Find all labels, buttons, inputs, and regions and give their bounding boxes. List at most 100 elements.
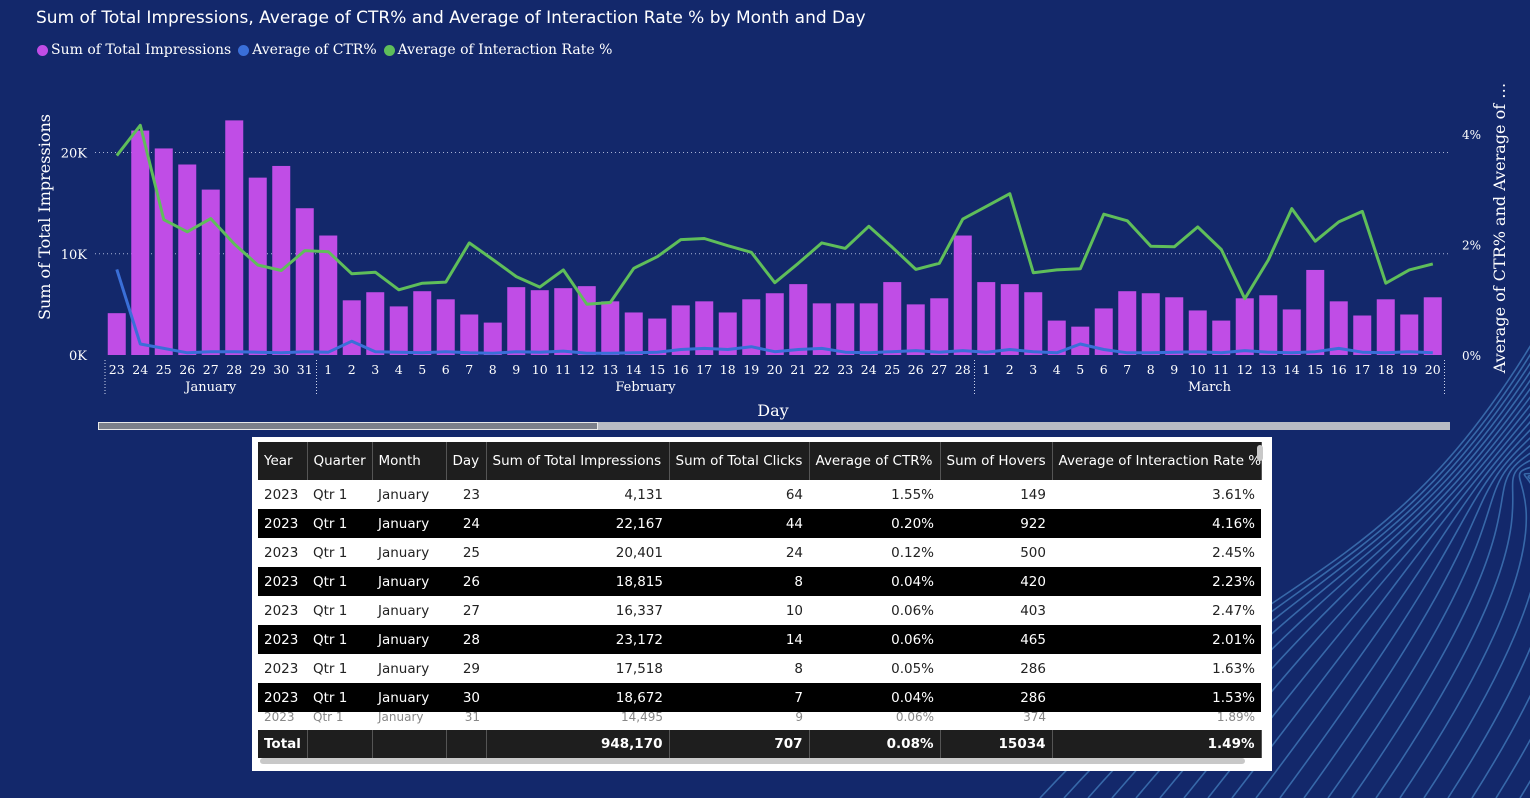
table-cell: January bbox=[372, 625, 446, 654]
legend-item-interaction-rate[interactable]: Average of Interaction Rate % bbox=[383, 42, 613, 58]
x-tick-label: 8 bbox=[1147, 362, 1155, 377]
table-cell: 23,172 bbox=[486, 625, 669, 654]
table-cell: 0.05% bbox=[809, 654, 940, 683]
table-row[interactable]: 2023 Qtr 1 January 23 4,131 64 1.55% 149 3.61% bbox=[258, 480, 1261, 509]
chart-scroll-thumb[interactable] bbox=[98, 422, 598, 430]
x-tick-label: 23 bbox=[109, 362, 125, 377]
impressions-bar bbox=[1165, 297, 1184, 355]
table-cell: 22,167 bbox=[486, 509, 669, 538]
decorative-curve bbox=[1399, 466, 1530, 798]
x-tick-label: 4 bbox=[1053, 362, 1061, 377]
table-cell: 2.45% bbox=[1052, 538, 1261, 567]
table-cell: 64 bbox=[669, 480, 809, 509]
table-row[interactable]: 2023 Qtr 1 January 31 14,495 9 0.06% 374 1.89% bbox=[258, 712, 1261, 730]
table-cell: Qtr 1 bbox=[307, 567, 372, 596]
table-cell: 23 bbox=[446, 480, 486, 509]
table-total-row[interactable]: Total 948,170 707 0.08% 15034 1.49% bbox=[258, 730, 1262, 758]
impressions-bar bbox=[930, 298, 949, 355]
table-cell bbox=[446, 730, 487, 758]
impressions-bar bbox=[1235, 298, 1254, 355]
table-cell: 0.06% bbox=[809, 596, 940, 625]
impressions-bar bbox=[742, 299, 761, 355]
table-cell: 8 bbox=[669, 654, 809, 683]
x-tick-label: 23 bbox=[837, 362, 853, 377]
table-vertical-scrollbar[interactable] bbox=[1257, 445, 1263, 461]
table-horizontal-scrollbar[interactable] bbox=[260, 758, 1245, 764]
decorative-curve bbox=[1375, 459, 1530, 798]
x-tick-label: 30 bbox=[273, 362, 289, 377]
impressions-bar bbox=[554, 288, 573, 355]
impressions-bar bbox=[1141, 293, 1160, 355]
table-cell: 29 bbox=[446, 654, 486, 683]
impressions-bar bbox=[1259, 295, 1278, 355]
chart-scrollbar[interactable] bbox=[98, 422, 1450, 430]
table-column-header[interactable]: Quarter bbox=[307, 442, 373, 480]
impressions-bar bbox=[1047, 320, 1066, 355]
legend-label: Sum of Total Impressions bbox=[51, 42, 232, 58]
legend-item-impressions[interactable]: Sum of Total Impressions bbox=[37, 42, 231, 58]
x-tick-label: 27 bbox=[203, 362, 219, 377]
impressions-bar bbox=[671, 305, 690, 355]
x-axis-title: Day bbox=[757, 401, 788, 420]
table-column-header[interactable]: Average of CTR% bbox=[809, 442, 941, 480]
table-cell: 1.55% bbox=[809, 480, 940, 509]
x-tick-label: 24 bbox=[132, 362, 148, 377]
table-cell: January bbox=[372, 509, 446, 538]
table-column-header[interactable]: Day bbox=[446, 442, 487, 480]
y-tick-label: 10K bbox=[61, 248, 88, 263]
impressions-bar bbox=[883, 282, 902, 355]
table-cell: 14,495 bbox=[486, 712, 669, 730]
decorative-curve bbox=[1303, 436, 1530, 798]
table-cell: January bbox=[372, 538, 446, 567]
table-column-header[interactable]: Sum of Total Clicks bbox=[669, 442, 810, 480]
table-column-header[interactable]: Sum of Total Impressions bbox=[486, 442, 670, 480]
data-table-visual: Year Quarter Month Day Sum of Total Impressi… bbox=[252, 437, 1272, 771]
impressions-bar bbox=[366, 292, 385, 355]
x-tick-label: 3 bbox=[371, 362, 379, 377]
table-row[interactable]: 2023 Qtr 1 January 27 16,337 10 0.06% 403 2.47% bbox=[258, 596, 1261, 625]
x-tick-label: 10 bbox=[1190, 362, 1206, 377]
x-tick-label: 20 bbox=[767, 362, 783, 377]
month-label: January bbox=[183, 380, 237, 395]
impressions-bar bbox=[1423, 297, 1442, 355]
x-tick-label: 14 bbox=[1284, 362, 1300, 377]
decorative-curve bbox=[1351, 452, 1530, 798]
decorative-curve bbox=[1471, 694, 1530, 798]
x-tick-label: 17 bbox=[1354, 362, 1370, 377]
impressions-bar bbox=[1306, 269, 1325, 355]
x-tick-label: 11 bbox=[555, 362, 571, 377]
table-row[interactable]: 2023 Qtr 1 January 29 17,518 8 0.05% 286 1.63% bbox=[258, 654, 1261, 683]
impressions-bar bbox=[201, 189, 220, 355]
legend-item-ctr[interactable]: Average of CTR% bbox=[238, 42, 377, 58]
table-cell: 2.23% bbox=[1052, 567, 1261, 596]
impressions-bar bbox=[436, 299, 455, 355]
x-tick-label: 13 bbox=[602, 362, 618, 377]
table-cell: Qtr 1 bbox=[307, 712, 372, 730]
y2-tick-label: 0% bbox=[1462, 349, 1481, 363]
table-row[interactable]: 2023 Qtr 1 January 26 18,815 8 0.04% 420 2.23% bbox=[258, 567, 1261, 596]
y2-axis-title: Average of CTR% and Average of … bbox=[1490, 83, 1509, 375]
table-cell: 17,518 bbox=[486, 654, 669, 683]
x-tick-label: 7 bbox=[465, 362, 473, 377]
table-row[interactable]: 2023 Qtr 1 January 24 22,167 44 0.20% 922 4.16% bbox=[258, 509, 1261, 538]
decorative-curve bbox=[1207, 404, 1530, 798]
table-cell: 9 bbox=[669, 712, 809, 730]
interaction-rate-line bbox=[115, 123, 1434, 306]
table-column-header[interactable]: Sum of Hovers bbox=[940, 442, 1053, 480]
legend-label: Average of Interaction Rate % bbox=[397, 42, 613, 58]
table-column-header[interactable]: Average of Interaction Rate % bbox=[1052, 442, 1262, 480]
decorative-curve bbox=[1327, 444, 1530, 798]
table-cell: 2023 bbox=[258, 596, 307, 625]
table-cell: 15034 bbox=[940, 730, 1053, 758]
table-column-header[interactable]: Month bbox=[372, 442, 447, 480]
impressions-bar bbox=[1118, 291, 1137, 355]
y-tick-label: 20K bbox=[61, 147, 88, 162]
table-cell: 8 bbox=[669, 567, 809, 596]
x-tick-label: 12 bbox=[1237, 362, 1253, 377]
x-tick-label: 8 bbox=[489, 362, 497, 377]
x-tick-label: 18 bbox=[720, 362, 736, 377]
table-row[interactable]: 2023 Qtr 1 January 28 23,172 14 0.06% 465 2.01% bbox=[258, 625, 1261, 654]
table-row[interactable]: 2023 Qtr 1 January 25 20,401 24 0.12% 500 2.45% bbox=[258, 538, 1261, 567]
table-row[interactable]: 2023 Qtr 1 January 30 18,672 7 0.04% 286 1.53% bbox=[258, 683, 1261, 712]
table-column-header[interactable]: Year bbox=[258, 442, 308, 480]
